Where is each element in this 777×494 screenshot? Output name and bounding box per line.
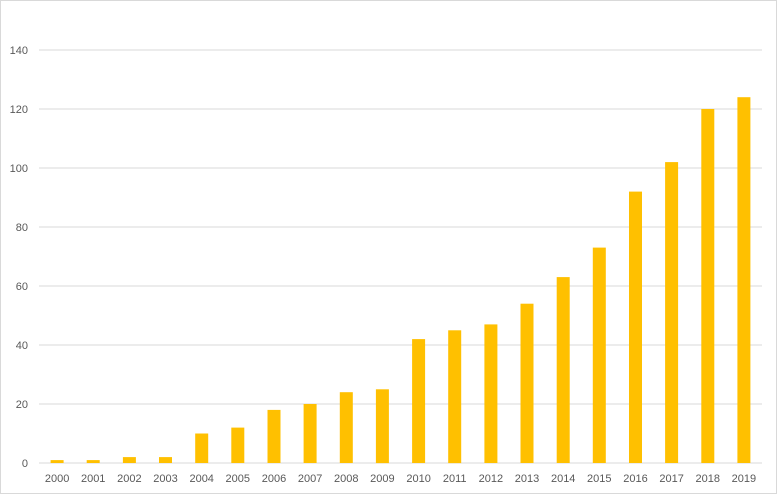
x-tick-label: 2007 <box>298 473 322 485</box>
bar-2013 <box>520 303 534 463</box>
y-axis-ticks: 0 20 40 60 80 100 120 140 <box>10 45 28 470</box>
y-tick-label: 100 <box>10 163 28 175</box>
x-tick-label: 2012 <box>479 473 503 485</box>
x-tick-label: 2010 <box>406 473 430 485</box>
x-tick-label: 2017 <box>659 473 683 485</box>
y-tick-label: 60 <box>16 281 28 293</box>
bar-2011 <box>448 330 462 464</box>
bar-2015 <box>592 247 606 463</box>
y-tick-label: 140 <box>10 45 28 57</box>
bar-2014 <box>556 277 570 463</box>
bar-2005 <box>231 427 245 463</box>
x-tick-label: 2004 <box>189 473 213 485</box>
bar-2007 <box>303 404 317 463</box>
bar-2003 <box>159 457 172 463</box>
y-tick-label: 80 <box>16 222 28 234</box>
x-axis-ticks: 2000 2001 2002 2003 2004 2005 2006 2007 2008 2009… <box>45 473 756 485</box>
y-tick-label: 20 <box>16 399 28 411</box>
x-tick-label: 2014 <box>551 473 575 485</box>
x-tick-label: 2008 <box>334 473 358 485</box>
x-tick-label: 2006 <box>262 473 286 485</box>
bar-2000 <box>50 460 64 463</box>
bars <box>50 97 751 464</box>
gridlines <box>39 49 762 464</box>
bar-2012 <box>484 324 498 463</box>
y-tick-label: 120 <box>10 104 28 116</box>
x-tick-label: 2013 <box>515 473 539 485</box>
x-tick-label: 2003 <box>153 473 177 485</box>
x-tick-label: 2002 <box>117 473 141 485</box>
bar-2017 <box>665 162 679 463</box>
x-tick-label: 2000 <box>45 473 69 485</box>
bar-2002 <box>122 457 136 463</box>
x-tick-label: 2011 <box>443 473 467 485</box>
bar-2004 <box>195 433 209 463</box>
bar-2008 <box>339 392 353 463</box>
x-tick-label: 2019 <box>732 473 756 485</box>
x-tick-label: 2001 <box>81 473 105 485</box>
bar-2010 <box>412 339 426 463</box>
y-tick-label: 0 <box>22 458 28 470</box>
x-tick-label: 2018 <box>696 473 720 485</box>
x-tick-label: 2005 <box>226 473 250 485</box>
x-tick-label: 2016 <box>623 473 647 485</box>
bar-2019 <box>737 97 751 463</box>
bar-2018 <box>701 109 715 463</box>
bar-2016 <box>629 191 642 463</box>
bar-2001 <box>86 460 100 463</box>
bar-2009 <box>375 389 389 464</box>
bar-2006 <box>267 409 281 463</box>
x-tick-label: 2009 <box>370 473 394 485</box>
y-tick-label: 40 <box>16 340 28 352</box>
x-tick-label: 2015 <box>587 473 611 485</box>
